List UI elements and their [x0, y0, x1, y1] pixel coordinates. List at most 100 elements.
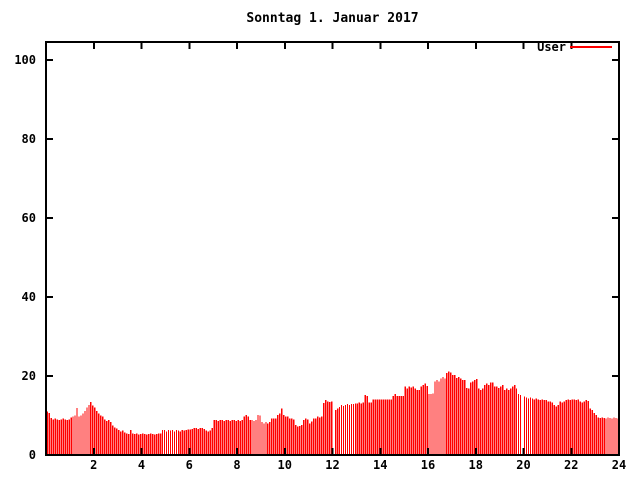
bar — [547, 401, 550, 455]
bar — [285, 416, 287, 455]
bar — [219, 419, 221, 455]
bar — [82, 413, 84, 455]
bar — [362, 402, 365, 455]
x-tick-label-24: 24 — [611, 458, 627, 472]
bar — [153, 434, 156, 455]
bar — [573, 399, 575, 455]
x-tick-label-16: 16 — [420, 458, 436, 472]
bar — [462, 379, 464, 455]
bar — [243, 416, 245, 455]
y-tick-label-20: 20 — [21, 369, 36, 383]
bar — [205, 430, 207, 455]
bar — [183, 430, 186, 455]
bar — [346, 404, 349, 455]
bar — [197, 428, 200, 455]
bar — [382, 399, 384, 455]
bar — [466, 387, 468, 455]
bar — [511, 386, 514, 455]
bar — [72, 416, 74, 455]
bar — [48, 413, 50, 455]
bar — [559, 401, 561, 455]
bar — [175, 430, 178, 455]
bar — [314, 418, 317, 455]
bar — [446, 373, 448, 455]
bar — [348, 404, 351, 455]
bar — [143, 434, 146, 455]
bar — [239, 421, 241, 455]
bar — [452, 374, 454, 455]
bar — [98, 413, 100, 455]
bar — [503, 390, 506, 455]
bar — [191, 428, 194, 455]
bar — [320, 416, 323, 455]
bar — [513, 385, 516, 455]
bar — [50, 417, 52, 455]
bar — [135, 433, 138, 455]
bar — [523, 396, 526, 455]
bar — [372, 399, 375, 455]
bar — [420, 386, 422, 455]
bar — [316, 416, 319, 455]
bar — [581, 402, 583, 455]
bar — [261, 421, 263, 455]
bar — [100, 415, 102, 455]
bar — [124, 432, 126, 455]
chart-title: Sonntag 1. Januar 2017 — [246, 11, 419, 26]
bar — [297, 426, 299, 455]
bar — [350, 404, 353, 455]
bar — [114, 427, 116, 455]
bar — [293, 419, 295, 455]
bar — [139, 434, 142, 455]
bar — [392, 396, 394, 455]
bar — [472, 381, 474, 455]
bar — [311, 421, 313, 455]
bar — [599, 417, 601, 455]
bar — [88, 404, 90, 455]
bar — [267, 423, 269, 455]
bar — [207, 431, 209, 455]
bar — [104, 419, 106, 455]
bar — [488, 385, 490, 455]
bar — [108, 420, 110, 455]
y-tick-label-40: 40 — [21, 290, 36, 304]
bar — [406, 388, 408, 455]
bar — [132, 433, 134, 455]
x-tick-label-8: 8 — [233, 458, 241, 472]
bar — [388, 399, 390, 455]
bar — [517, 394, 520, 455]
bar — [585, 400, 587, 455]
bar — [259, 415, 261, 455]
bar — [141, 433, 144, 455]
legend-label: User — [537, 40, 566, 54]
bar — [364, 394, 367, 455]
bar — [507, 390, 510, 455]
bar — [56, 419, 58, 455]
x-tick-label-10: 10 — [277, 458, 292, 472]
bar — [279, 413, 281, 455]
bar — [78, 416, 80, 455]
bar — [96, 410, 98, 455]
bar — [567, 399, 569, 455]
plot-border-and-ticks — [45, 41, 620, 456]
bar — [527, 398, 530, 455]
bar — [356, 403, 359, 455]
bar — [444, 378, 446, 455]
bar — [80, 415, 82, 455]
bar — [454, 374, 456, 455]
bar — [322, 402, 325, 455]
bar — [358, 402, 361, 455]
bar — [199, 428, 202, 455]
bar — [305, 418, 307, 455]
bar — [436, 379, 438, 455]
bar — [563, 401, 565, 455]
bar — [482, 388, 484, 455]
bar — [366, 395, 369, 455]
bar — [271, 418, 273, 455]
bar — [60, 419, 62, 455]
bar — [601, 417, 603, 455]
bar — [424, 383, 426, 455]
bar — [283, 415, 285, 455]
x-tick-label-14: 14 — [373, 458, 388, 472]
